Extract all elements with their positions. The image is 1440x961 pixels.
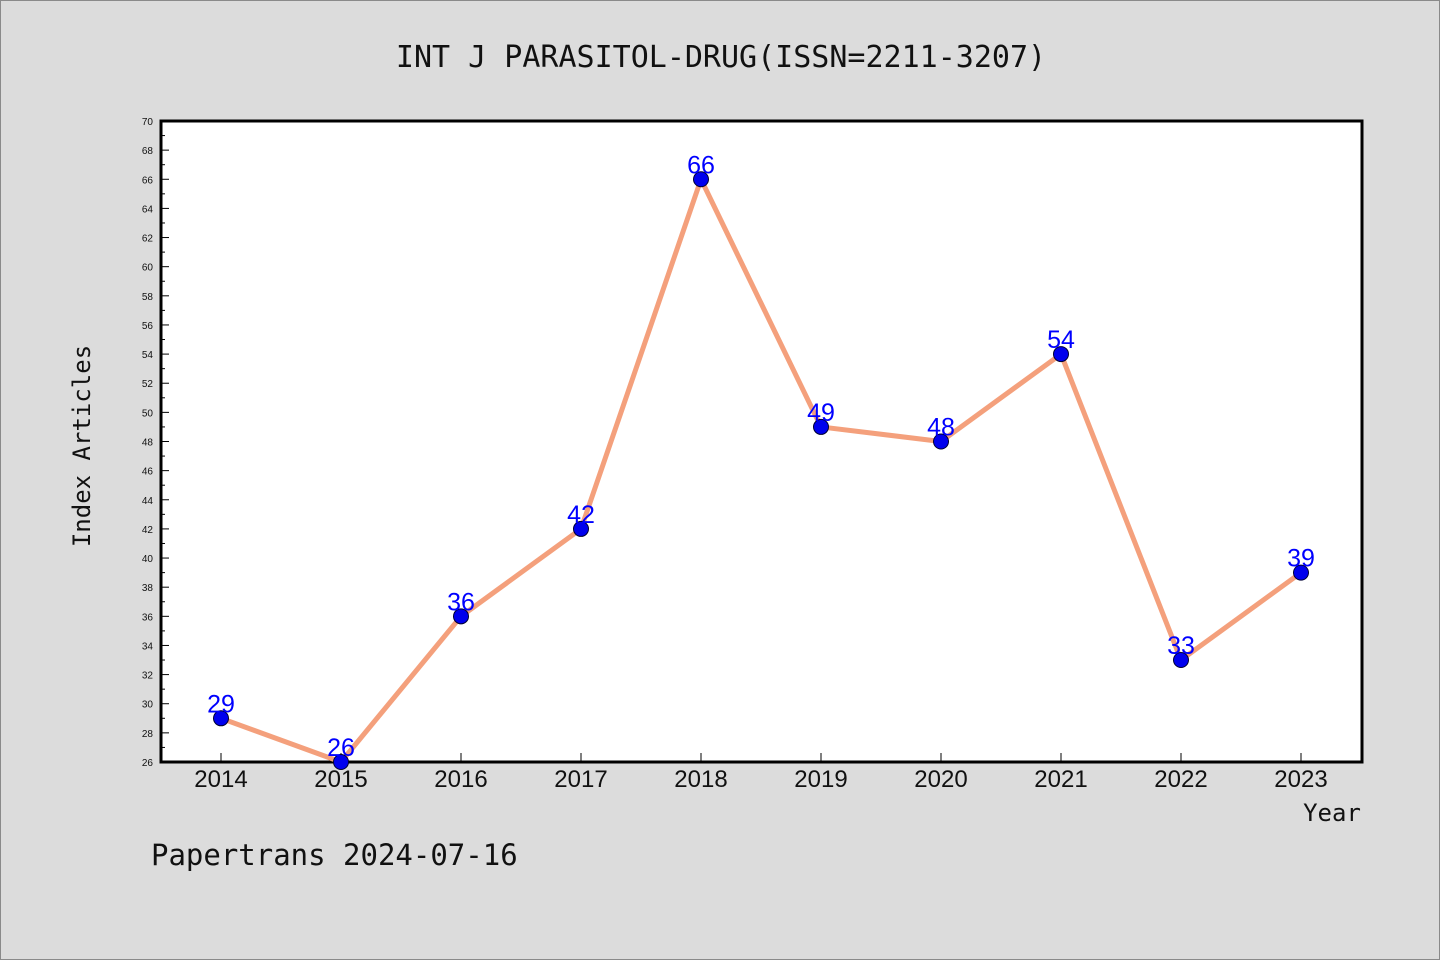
x-axis-title: Year xyxy=(1303,799,1361,827)
y-axis: 26 28 30 32 34 36 38 40 42 44 46 48 50 52 54 56 58 60 62 64… xyxy=(142,117,169,769)
y-tick-label: 32 xyxy=(142,671,154,682)
data-label: 36 xyxy=(447,588,475,616)
y-tick-label: 28 xyxy=(142,729,154,740)
y-axis-title: Index Articles xyxy=(68,345,96,547)
data-point xyxy=(1293,564,1309,581)
y-tick-label: 48 xyxy=(142,438,154,449)
y-tick-label: 60 xyxy=(142,263,154,274)
y-tick-label: 54 xyxy=(142,350,154,361)
chart-title: INT J PARASITOL-DRUG(ISSN=2211-3207) xyxy=(396,40,1046,75)
data-label: 39 xyxy=(1287,545,1315,573)
y-tick-label: 44 xyxy=(142,496,154,507)
y-tick-label: 56 xyxy=(142,321,154,332)
data-point xyxy=(1053,346,1069,363)
data-label: 48 xyxy=(927,414,955,442)
data-label: 54 xyxy=(1047,326,1075,354)
x-tick-label: 2021 xyxy=(1034,766,1087,793)
x-tick-label: 2016 xyxy=(434,766,487,793)
data-label: 26 xyxy=(327,734,355,762)
data-label: 42 xyxy=(567,501,595,529)
data-labels: 29 26 36 42 66 49 48 54 33 39 xyxy=(207,151,1315,762)
x-tick-label: 2023 xyxy=(1274,766,1327,793)
x-tick-label: 2014 xyxy=(194,766,247,793)
y-tick-label: 36 xyxy=(142,612,154,623)
series-line xyxy=(220,176,1303,765)
data-point xyxy=(453,608,469,625)
y-tick-label: 40 xyxy=(142,554,154,565)
data-label: 29 xyxy=(207,690,235,718)
data-label: 33 xyxy=(1167,632,1195,660)
x-axis: 2014 2015 2016 2017 2018 2019 2020 2021 2022 2023 xyxy=(194,753,1328,793)
y-tick-label: 68 xyxy=(142,146,154,157)
data-point xyxy=(933,433,949,450)
data-point xyxy=(213,710,229,727)
data-point xyxy=(813,418,829,435)
y-tick-label: 66 xyxy=(142,175,154,186)
x-tick-label: 2017 xyxy=(554,766,607,793)
y-tick-label: 64 xyxy=(142,204,154,215)
y-tick-label: 58 xyxy=(142,292,154,303)
data-label: 66 xyxy=(687,151,715,179)
y-tick-label: 46 xyxy=(142,467,154,478)
x-tick-label: 2020 xyxy=(914,766,967,793)
y-tick-label: 38 xyxy=(142,583,154,594)
y-tick-label: 26 xyxy=(142,758,154,769)
y-tick-label: 52 xyxy=(142,379,154,390)
series-markers xyxy=(213,171,1309,770)
footer-credit: Papertrans 2024-07-16 xyxy=(151,838,518,872)
y-tick-label: 30 xyxy=(142,700,154,711)
x-tick-label: 2015 xyxy=(314,766,367,793)
x-tick-label: 2019 xyxy=(794,766,847,793)
data-point xyxy=(693,171,709,188)
data-point xyxy=(1173,652,1189,669)
data-point xyxy=(573,520,589,537)
x-tick-label: 2022 xyxy=(1154,766,1207,793)
y-tick-label: 42 xyxy=(142,525,154,536)
plot-area xyxy=(159,119,1364,764)
data-label: 49 xyxy=(807,399,835,427)
y-tick-label: 70 xyxy=(142,117,154,128)
y-tick-label: 62 xyxy=(142,234,154,245)
data-point xyxy=(333,754,349,770)
y-tick-label: 50 xyxy=(142,408,154,419)
x-tick-label: 2018 xyxy=(674,766,727,793)
y-tick-label: 34 xyxy=(142,641,154,652)
